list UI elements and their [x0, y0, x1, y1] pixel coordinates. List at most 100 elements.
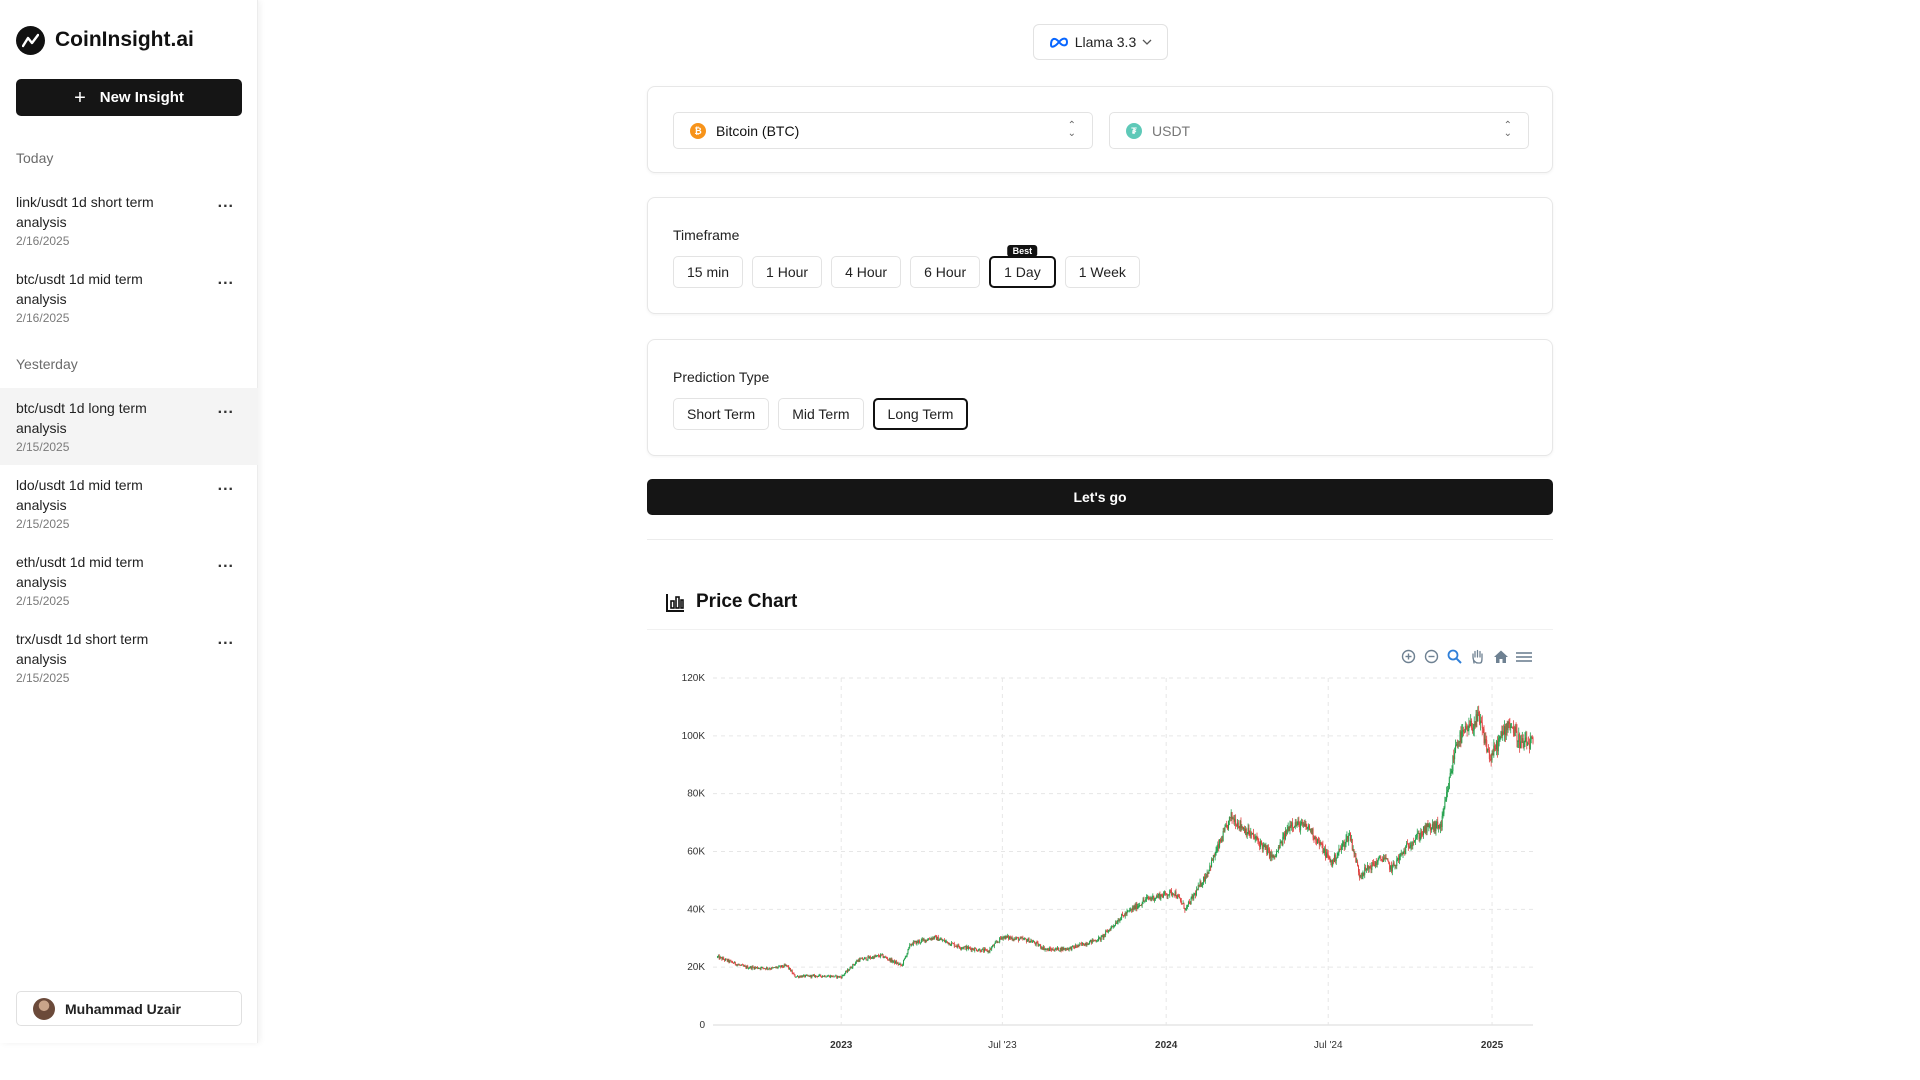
candle-body [1349, 833, 1351, 836]
more-options-icon[interactable]: ... [217, 271, 234, 288]
candle-body [780, 965, 782, 968]
candle-body [1532, 737, 1534, 743]
more-options-icon[interactable]: ... [217, 194, 234, 211]
candle-body [1049, 948, 1051, 950]
candle-body [936, 936, 938, 941]
candle-body [829, 975, 831, 978]
history-item[interactable]: ldo/usdt 1d mid term analysis 2/15/2025 … [0, 465, 258, 542]
candle-body [1514, 726, 1516, 736]
candle-body [812, 975, 814, 977]
candle-body [1508, 722, 1510, 724]
zoom-in-icon[interactable] [1400, 648, 1417, 665]
candle-body [1501, 731, 1503, 737]
candle-body [1423, 826, 1425, 833]
user-account-button[interactable]: Muhammad Uzair [16, 991, 242, 1026]
candle-body [1476, 714, 1478, 722]
candle-body [1480, 720, 1482, 723]
prediction-option-short-term[interactable]: Short Term [673, 398, 770, 430]
candle-body [837, 976, 839, 978]
lets-go-button[interactable]: Let's go [647, 479, 1553, 515]
candle-body [1090, 939, 1092, 942]
candle-body [1519, 734, 1521, 749]
candle-body [855, 961, 857, 963]
candle-body [871, 956, 873, 959]
base-coin-select[interactable]: ₿ Bitcoin (BTC) ⌃ ⌄ [673, 112, 1093, 149]
menu-icon[interactable] [1515, 648, 1532, 665]
candle-body [1502, 731, 1504, 737]
timeframe-option-6-hour[interactable]: 6 Hour [910, 256, 981, 288]
candle-body [1489, 758, 1491, 760]
candle-body [1474, 723, 1476, 726]
history-item-active[interactable]: btc/usdt 1d long term analysis 2/15/2025… [0, 388, 258, 465]
candle-body [1248, 828, 1250, 835]
timeframe-option-1-day[interactable]: 1 Day Best [989, 245, 1056, 288]
candle-body [1361, 875, 1363, 877]
reset-home-icon[interactable] [1492, 648, 1509, 665]
candle-body [1330, 860, 1332, 863]
candle-body [1059, 947, 1061, 951]
prediction-option-mid-term[interactable]: Mid Term [778, 398, 864, 430]
candle-body [933, 937, 935, 939]
candle-body [993, 943, 995, 947]
timeframe-option-4-hour[interactable]: 4 Hour [831, 256, 902, 288]
y-tick-label: 0 [699, 1020, 705, 1031]
candle-body [1154, 898, 1156, 901]
more-options-icon[interactable]: ... [217, 631, 234, 648]
candle-body [1266, 846, 1268, 855]
x-tick-label: 2023 [830, 1040, 853, 1051]
candle-body [935, 936, 937, 941]
candle-body [976, 950, 978, 952]
candle-body [1507, 722, 1509, 731]
avatar [33, 997, 55, 1020]
new-insight-button[interactable]: + New Insight [16, 79, 242, 116]
candle-body [1241, 826, 1243, 828]
candle-body [1065, 948, 1067, 950]
pan-hand-icon[interactable] [1469, 648, 1486, 665]
candle-body [1394, 865, 1396, 866]
y-tick-label: 100K [682, 731, 706, 742]
app-logo[interactable]: CoinInsight.ai [16, 25, 194, 55]
timeframe-option-1-hour[interactable]: 1 Hour [752, 256, 823, 288]
candle-body [1504, 726, 1506, 735]
selection-zoom-icon[interactable] [1446, 648, 1463, 665]
candle-body [1440, 824, 1442, 828]
quote-coin-select[interactable]: ₮ USDT ⌃ ⌄ [1109, 112, 1529, 149]
candle-body [763, 967, 765, 969]
history-item[interactable]: link/usdt 1d short term analysis 2/16/20… [0, 182, 258, 259]
model-selector[interactable]: Llama 3.3 [1033, 24, 1168, 60]
candle-body [783, 964, 785, 967]
candle-body [955, 945, 957, 947]
candle-body [1332, 859, 1334, 866]
history-item-date: 2/15/2025 [16, 671, 70, 685]
candle-body [805, 975, 807, 976]
candle-body [718, 955, 720, 959]
candle-body [789, 968, 791, 969]
x-tick-label: Jul '23 [988, 1040, 1017, 1051]
candle-body [1529, 739, 1531, 749]
timeframe-option-15-min[interactable]: 15 min [673, 256, 744, 288]
candle-body [1354, 853, 1356, 854]
candle-body [965, 946, 967, 950]
zoom-out-icon[interactable] [1423, 648, 1440, 665]
candle-body [742, 964, 744, 967]
more-options-icon[interactable]: ... [217, 477, 234, 494]
prediction-option-long-term[interactable]: Long Term [872, 398, 969, 430]
candle-body [1513, 732, 1515, 736]
candle-body [1380, 856, 1382, 860]
more-options-icon[interactable]: ... [217, 554, 234, 571]
history-item[interactable]: eth/usdt 1d mid term analysis 2/15/2025 … [0, 542, 258, 619]
candle-body [1265, 846, 1267, 849]
candle-body [1270, 851, 1272, 858]
candle-body [1289, 824, 1291, 831]
candle-body [788, 966, 790, 969]
candle-body [988, 951, 990, 952]
history-item[interactable]: trx/usdt 1d short term analysis 2/15/202… [0, 619, 258, 696]
candle-body [735, 964, 737, 966]
candle-body [1146, 897, 1148, 898]
timeframe-option-1-week[interactable]: 1 Week [1064, 256, 1140, 288]
candle-body [1322, 844, 1324, 853]
price-chart[interactable]: 0 20K 40K 60K 80K 100K 120K 2023 Jul '23 2024 Jul … [680, 668, 1540, 1063]
candle-body [1460, 731, 1462, 743]
history-item[interactable]: btc/usdt 1d mid term analysis 2/16/2025 … [0, 259, 258, 336]
more-options-icon[interactable]: ... [217, 400, 234, 417]
